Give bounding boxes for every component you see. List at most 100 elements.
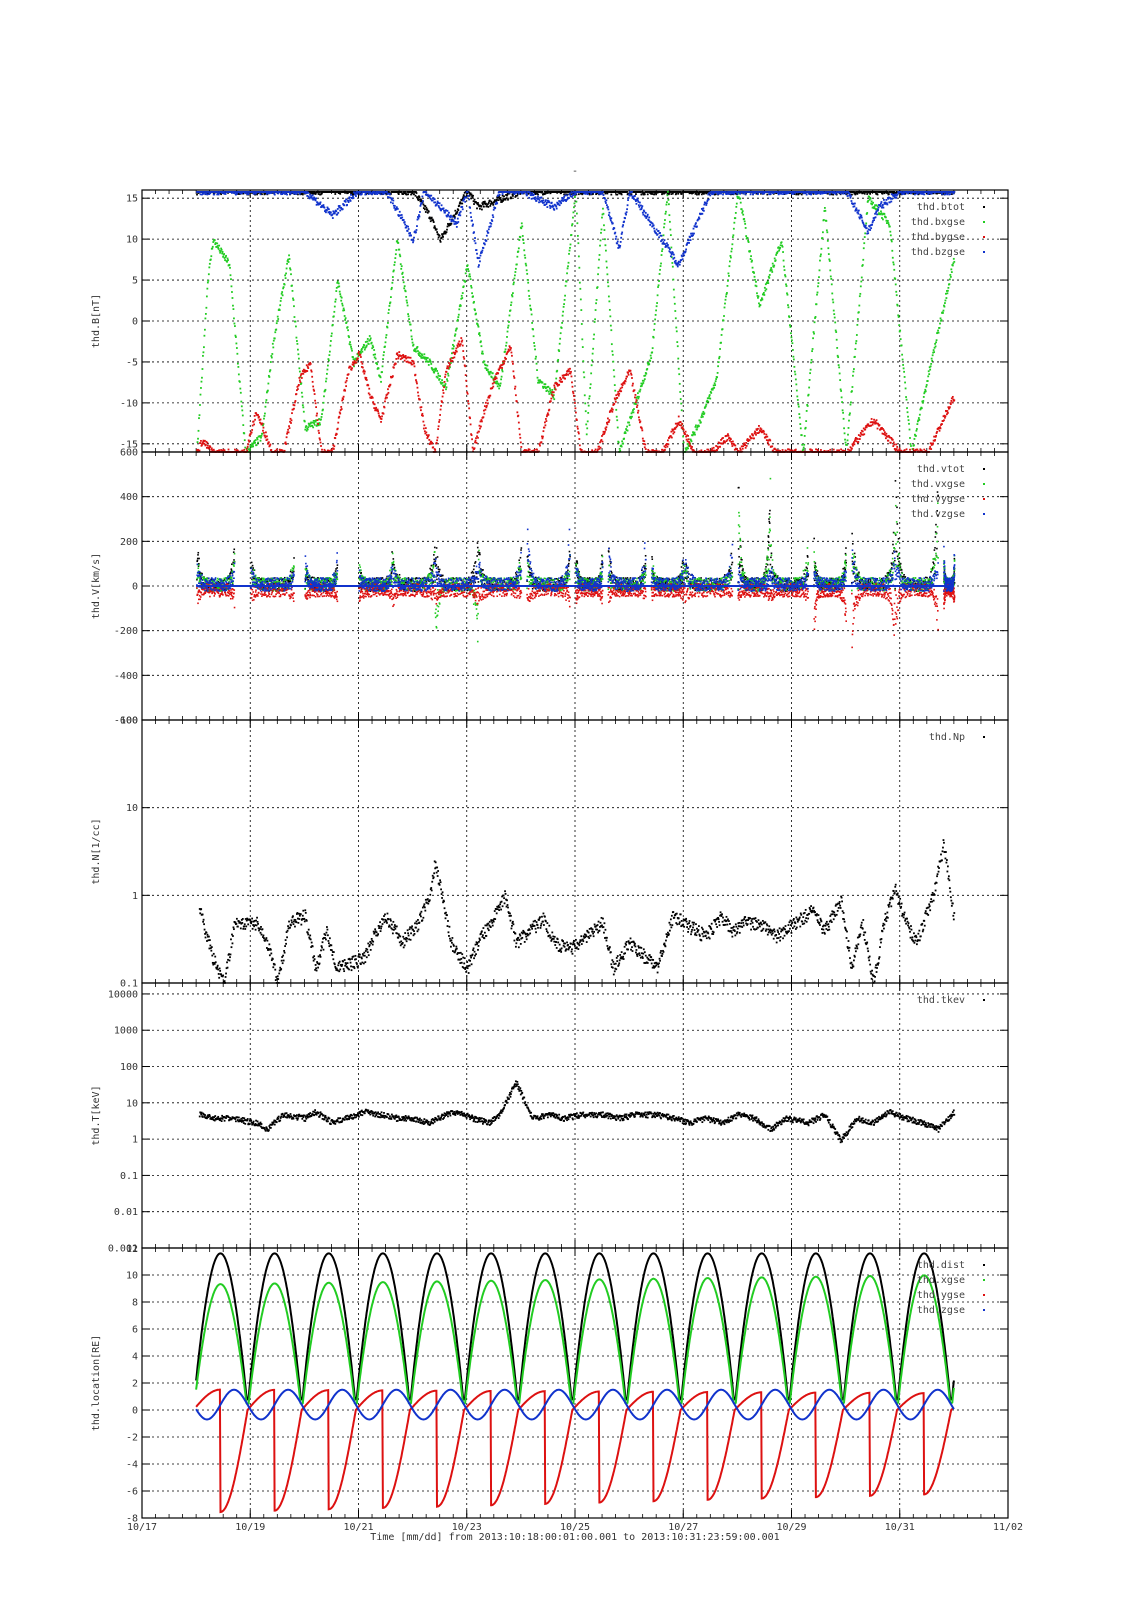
data-point: [614, 398, 617, 401]
data-point: [358, 351, 361, 354]
data-point: [851, 447, 853, 450]
data-point: [233, 322, 236, 325]
data-point: [875, 422, 877, 424]
data-point: [360, 348, 363, 350]
data-point: [618, 191, 621, 193]
data-point: [570, 193, 572, 196]
data-point: [369, 337, 372, 340]
data-point: [407, 361, 410, 364]
data-point: [418, 351, 421, 354]
data-point: [670, 246, 673, 249]
data-point: [942, 193, 944, 195]
data-point: [722, 437, 724, 439]
data-point: [717, 447, 720, 450]
data-point: [305, 429, 308, 432]
data-point: [676, 341, 679, 343]
data-point: [769, 269, 772, 272]
data-point: [442, 236, 444, 238]
data-point: [760, 297, 763, 300]
data-point: [330, 332, 333, 335]
data-point: [289, 267, 291, 270]
data-point: [435, 441, 438, 444]
data-point: [329, 340, 332, 342]
data-point: [702, 410, 705, 413]
data-point: [876, 193, 879, 196]
data-point: [559, 376, 562, 379]
data-point: [220, 449, 223, 451]
data-point: [409, 356, 412, 359]
data-point: [693, 431, 696, 434]
data-point: [570, 375, 573, 378]
data-point: [735, 193, 738, 196]
data-point: [443, 386, 445, 389]
data-point: [765, 439, 768, 442]
data-point: [229, 274, 232, 277]
data-point: [860, 429, 863, 432]
data-point: [300, 391, 303, 394]
data-point: [488, 372, 491, 375]
data-point: [767, 439, 770, 442]
data-point: [441, 233, 443, 236]
data-point: [439, 408, 442, 411]
data-point: [395, 358, 398, 360]
data-point: [729, 438, 732, 441]
data-point: [353, 193, 355, 196]
data-point: [767, 275, 770, 278]
data-point: [281, 291, 284, 293]
data-point: [540, 441, 543, 444]
data-point: [497, 383, 500, 386]
data-point: [743, 442, 746, 445]
data-point: [621, 440, 624, 443]
data-point: [506, 352, 508, 355]
data-point: [286, 432, 288, 435]
data-point: [587, 411, 590, 414]
data-point: [478, 424, 481, 427]
data-point: [217, 193, 220, 196]
series-thd-bzgse: [196, 191, 956, 268]
data-point: [753, 275, 756, 278]
data-point: [890, 240, 893, 243]
data-point: [234, 325, 236, 328]
data-point: [432, 368, 435, 371]
data-point: [581, 346, 584, 348]
data-point: [429, 359, 432, 362]
data-point: [387, 388, 389, 391]
data-point: [270, 356, 273, 359]
data-point: [789, 325, 792, 328]
data-point: [271, 342, 274, 345]
data-point: [202, 351, 205, 354]
data-point: [436, 436, 439, 439]
data-point: [499, 365, 502, 368]
data-point: [250, 431, 253, 434]
data-point: [758, 431, 761, 434]
data-point: [420, 198, 422, 201]
data-point: [623, 437, 626, 440]
data-point: [415, 379, 417, 381]
data-point: [952, 398, 955, 401]
data-point: [485, 406, 488, 409]
data-point: [642, 193, 645, 196]
data-point: [404, 355, 407, 357]
data-point: [428, 358, 431, 361]
data-point: [399, 263, 402, 266]
data-point: [448, 365, 451, 367]
data-point: [364, 378, 367, 381]
data-point: [857, 441, 860, 443]
data-point: [685, 448, 688, 451]
data-point: [424, 356, 427, 359]
data-point: [296, 389, 298, 392]
data-point: [416, 346, 419, 348]
data-point: [420, 357, 423, 359]
data-point: [388, 305, 391, 307]
data-point: [871, 203, 874, 206]
data-point: [686, 446, 689, 449]
data-point: [276, 320, 279, 322]
data-point: [575, 193, 578, 196]
data-point: [294, 401, 296, 404]
data-point: [752, 434, 754, 437]
data-point: [398, 248, 401, 251]
data-point: [840, 390, 843, 392]
data-point: [855, 334, 858, 336]
data-point: [949, 276, 952, 278]
data-point: [389, 192, 392, 195]
